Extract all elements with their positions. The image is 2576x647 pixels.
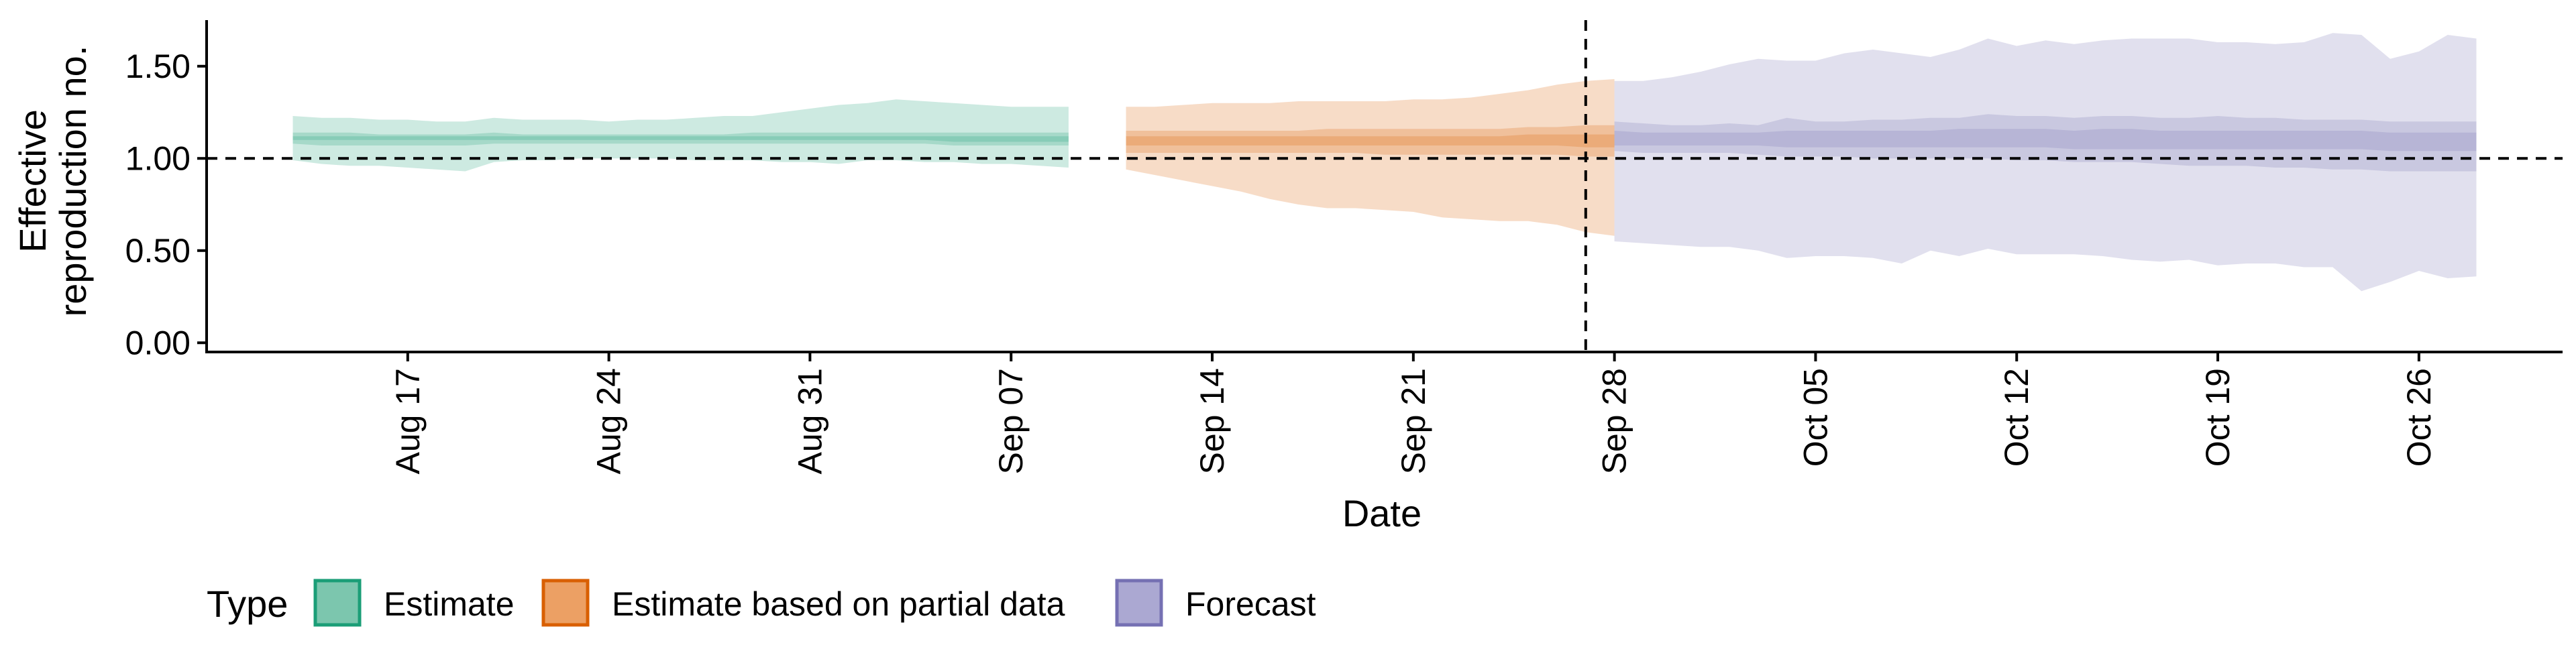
- x-tick-label: Aug 31: [791, 368, 828, 474]
- x-tick-label: Oct 19: [2199, 368, 2237, 467]
- x-tick-label: Aug 24: [590, 368, 628, 474]
- band-20-series-1: [1126, 134, 1615, 148]
- legend-label: Forecast: [1185, 585, 1316, 623]
- band-20-series-2: [1614, 129, 2477, 152]
- y-axis-title-line-1: Effective: [11, 109, 54, 253]
- reference-lines: [207, 20, 2563, 352]
- x-ticks: Aug 17 Aug 24 Aug 31 Sep 07 Sep 14 Sep 21 Sep …: [389, 352, 2438, 474]
- y-tick-label: 1.50: [125, 48, 191, 85]
- band-90-series-2: [1614, 33, 2477, 292]
- band-50-series-2: [1614, 114, 2477, 172]
- x-tick-label: Sep 21: [1395, 368, 1432, 474]
- legend-swatch: [1115, 579, 1163, 627]
- x-tick-label: Sep 28: [1596, 368, 1633, 474]
- bands-layer: [292, 33, 2477, 292]
- legend-label: Estimate based on partial data: [612, 585, 1065, 623]
- band-50-series-0: [292, 132, 1069, 145]
- legend-title: Type: [207, 583, 288, 625]
- legend-items: Estimate Estimate based on partial data Fo…: [313, 579, 1316, 627]
- band-50-series-1: [1126, 125, 1615, 157]
- legend-label: Estimate: [384, 585, 515, 623]
- legend: Type Estimate Estimate based on partial d…: [207, 579, 1316, 627]
- x-tick-label: Oct 26: [2400, 368, 2438, 467]
- band-90-series-0: [292, 99, 1069, 172]
- x-axis-title: Date: [1342, 492, 1421, 534]
- x-tick-label: Aug 17: [389, 368, 427, 474]
- y-tick-label: 1.00: [125, 139, 191, 177]
- band-90-series-1: [1126, 79, 1615, 236]
- y-tick-label: 0.00: [125, 324, 191, 361]
- x-tick-label: Sep 07: [992, 368, 1030, 474]
- legend-swatch: [313, 579, 362, 627]
- legend-swatch: [541, 579, 590, 627]
- x-tick-label: Sep 14: [1193, 368, 1231, 474]
- y-axis-title-line-2: reproduction no.: [52, 46, 94, 317]
- axes: [205, 20, 2563, 353]
- x-tick-label: Oct 12: [1998, 368, 2035, 467]
- y-tick-label: 0.50: [125, 232, 191, 270]
- band-20-series-0: [292, 136, 1069, 142]
- x-tick-label: Oct 05: [1796, 368, 1834, 467]
- y-ticks: 0.00 0.50 1.00 1.50: [125, 48, 207, 361]
